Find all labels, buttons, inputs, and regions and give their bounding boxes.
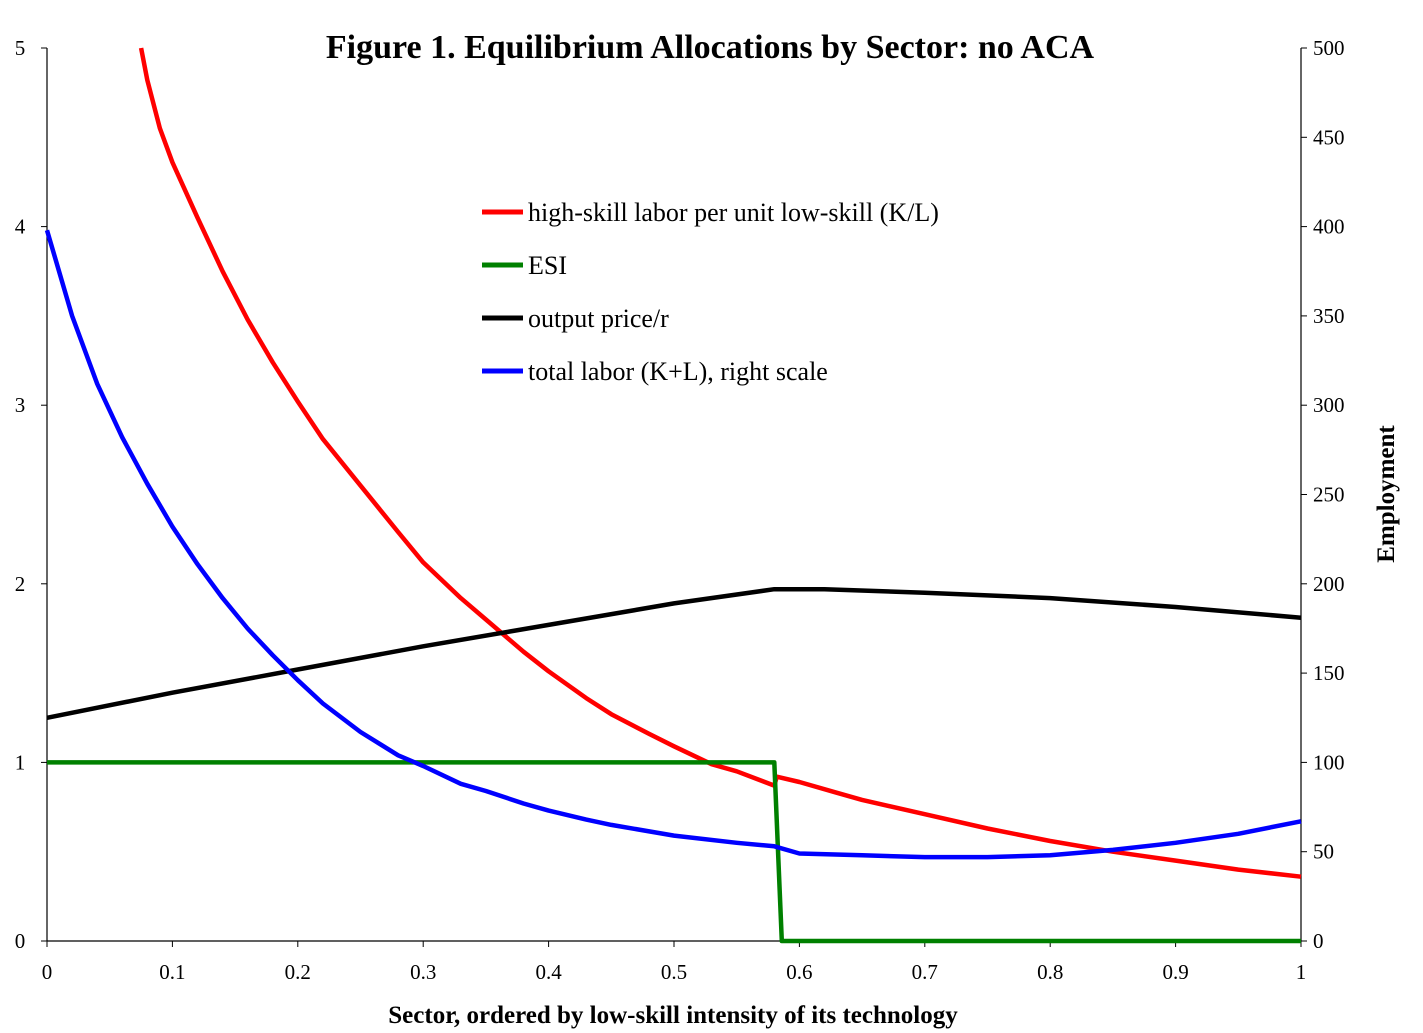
y2-tick-label: 500 (1313, 36, 1345, 60)
legend-label: output price/r (528, 304, 669, 333)
series-line-2 (46, 586, 1302, 721)
legend: high-skill labor per unit low-skill (K/L… (482, 198, 939, 386)
series-line-3 (44, 229, 1302, 860)
x-axis-title: Sector, ordered by low-skill intensity o… (388, 1002, 958, 1029)
y2-tick-label: 450 (1313, 125, 1345, 149)
chart-title: Figure 1. Equilibrium Allocations by Sec… (326, 29, 1095, 66)
y-tick-label: 1 (15, 750, 26, 774)
ticks: 0 0.1 0.2 0.3 0.4 0.5 0.6 0.7 0.8 0.9 101234505010… (15, 36, 1345, 984)
x-tick-label: 0.2 (285, 960, 311, 984)
series-lines (44, 47, 1302, 944)
x-tick-label: 0.9 (1162, 960, 1188, 984)
y2-tick-label: 150 (1313, 661, 1345, 685)
y2-tick-label: 300 (1313, 393, 1345, 417)
y2-tick-label: 400 (1313, 215, 1345, 239)
y2-tick-label: 50 (1313, 840, 1334, 864)
y2-tick-label: 100 (1313, 750, 1345, 774)
x-tick-label: 0.1 (159, 960, 185, 984)
x-tick-label: 0.7 (912, 960, 938, 984)
y2-tick-label: 200 (1313, 572, 1345, 596)
right-axis-title: Employment (1373, 425, 1400, 563)
legend-label: total labor (K+L), right scale (528, 357, 828, 386)
y-tick-label: 2 (15, 572, 26, 596)
legend-label: high-skill labor per unit low-skill (K/L… (528, 198, 939, 227)
y-tick-label: 5 (15, 36, 26, 60)
series-line-0 (138, 47, 1302, 879)
x-tick-label: 0.5 (661, 960, 687, 984)
legend-label: ESI (528, 251, 567, 280)
y2-tick-label: 0 (1313, 929, 1324, 953)
axes (46, 48, 1302, 942)
y-tick-label: 4 (15, 215, 26, 239)
y2-tick-label: 250 (1313, 483, 1345, 507)
x-tick-label: 0.4 (535, 960, 562, 984)
x-tick-label: 0 (42, 960, 53, 984)
x-tick-label: 0.6 (786, 960, 812, 984)
y-tick-label: 3 (15, 393, 26, 417)
y-tick-label: 0 (15, 929, 26, 953)
x-tick-label: 0.8 (1037, 960, 1063, 984)
y2-tick-label: 350 (1313, 304, 1345, 328)
x-tick-label: 0.3 (410, 960, 436, 984)
x-tick-label: 1 (1296, 960, 1307, 984)
